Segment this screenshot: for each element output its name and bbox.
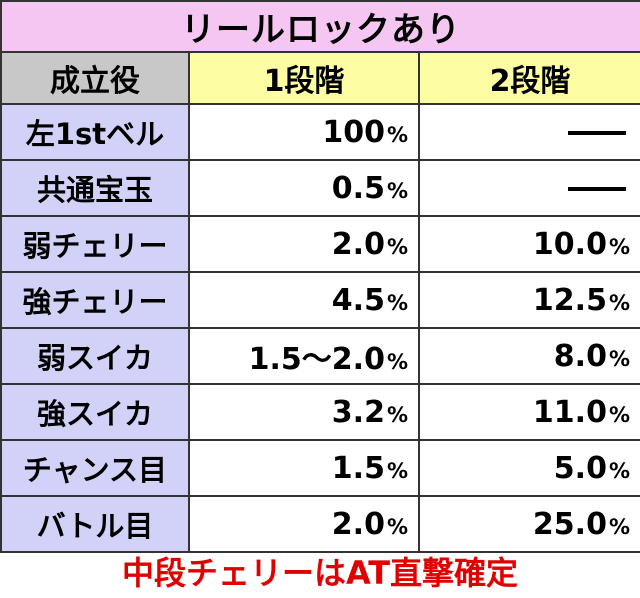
stage1-value: 100%: [188, 103, 420, 161]
percent-sign: %: [608, 346, 630, 371]
role-cell: 強スイカ: [0, 383, 190, 441]
role-cell: バトル目: [0, 495, 190, 553]
stage2-value: 5.0%: [418, 439, 640, 497]
role-cell: 左1stベル: [0, 103, 190, 161]
percent-sign: %: [386, 122, 408, 147]
percent-sign: %: [386, 402, 408, 427]
stage2-value: 8.0%: [418, 327, 640, 385]
value-number: 8.0: [553, 338, 607, 374]
role-cell: 弱チェリー: [0, 215, 190, 273]
value-number: 10.0: [532, 226, 607, 262]
value-number: 0.5: [331, 170, 385, 206]
value-number: 3.2: [331, 394, 385, 430]
table-row: 左1stベル 100% —: [0, 103, 640, 161]
percent-sign: %: [608, 514, 630, 539]
stage1-value: 4.5%: [188, 271, 420, 329]
stage2-value: 12.5%: [418, 271, 640, 329]
stage1-value: 1.5〜2.0%: [188, 327, 420, 385]
note-text: 中段チェリーはAT直撃確定: [121, 554, 519, 592]
percent-sign: %: [386, 514, 408, 539]
stage1-value: 2.0%: [188, 215, 420, 273]
value-number: 2.0: [331, 226, 385, 262]
percent-sign: %: [386, 178, 408, 203]
role-cell: 共通宝玉: [0, 159, 190, 217]
percent-sign: %: [608, 234, 630, 259]
value-number: 11.0: [532, 394, 607, 430]
stage1-value: 1.5%: [188, 439, 420, 497]
table-row: 弱スイカ 1.5〜2.0% 8.0%: [0, 327, 640, 385]
table-row: バトル目 2.0% 25.0%: [0, 495, 640, 553]
stage2-value: —: [418, 103, 640, 161]
header-stage2: 2段階: [418, 51, 640, 105]
table-row: 共通宝玉 0.5% —: [0, 159, 640, 217]
value-number: 100: [322, 114, 385, 150]
table-row: 強スイカ 3.2% 11.0%: [0, 383, 640, 441]
stage2-value: 10.0%: [418, 215, 640, 273]
stage1-value: 0.5%: [188, 159, 420, 217]
stage2-value: —: [418, 159, 640, 217]
dash-mark: [568, 131, 626, 135]
value-number: 5.0: [553, 450, 607, 486]
value-number: 4.5: [331, 282, 385, 318]
table-row: チャンス目 1.5% 5.0%: [0, 439, 640, 497]
dash-mark: [568, 187, 626, 191]
stage2-value: 11.0%: [418, 383, 640, 441]
header-role: 成立役: [0, 51, 190, 105]
table-row: 強チェリー 4.5% 12.5%: [0, 271, 640, 329]
percent-sign: %: [386, 290, 408, 315]
role-cell: 弱スイカ: [0, 327, 190, 385]
percent-sign: %: [608, 290, 630, 315]
percent-sign: %: [386, 350, 408, 374]
stage1-value: 3.2%: [188, 383, 420, 441]
reel-lock-table: リールロックあり 成立役 1段階 2段階 左1stベル 100% — 共通宝玉 …: [0, 0, 640, 553]
percent-sign: %: [608, 402, 630, 427]
stage1-value: 2.0%: [188, 495, 420, 553]
value-number: 1.5: [331, 450, 385, 486]
stage2-value: 25.0%: [418, 495, 640, 553]
table-row: 弱チェリー 2.0% 10.0%: [0, 215, 640, 273]
value-number: 25.0: [532, 506, 607, 542]
table-title: リールロックあり: [0, 0, 640, 53]
percent-sign: %: [608, 458, 630, 483]
value-number: 12.5: [532, 282, 607, 318]
role-cell: 強チェリー: [0, 271, 190, 329]
value-number: 1.5〜2.0: [248, 342, 385, 377]
role-cell: チャンス目: [0, 439, 190, 497]
percent-sign: %: [386, 458, 408, 483]
percent-sign: %: [386, 234, 408, 259]
header-stage1: 1段階: [188, 51, 420, 105]
value-number: 2.0: [331, 506, 385, 542]
